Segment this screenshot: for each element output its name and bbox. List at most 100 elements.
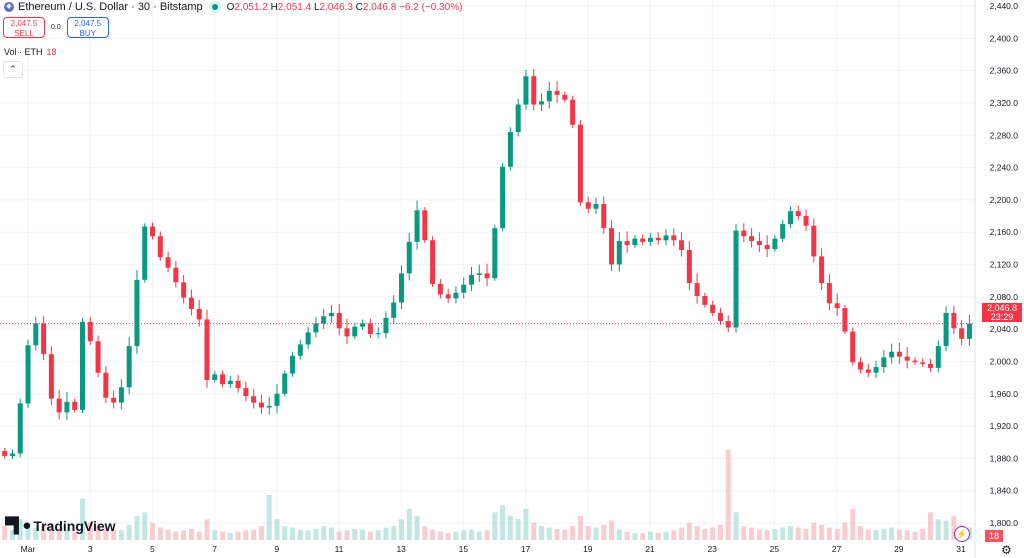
volume-bar <box>725 450 731 540</box>
candle-body <box>749 236 755 242</box>
volume-bar <box>912 531 918 540</box>
candle-body <box>663 235 669 241</box>
symbol-title[interactable]: Ethereum / U.S. Dollar · 30 · Bitstamp <box>18 1 203 13</box>
volume-bar <box>445 533 451 540</box>
volume-bar <box>321 526 327 540</box>
volume-bar <box>111 529 117 540</box>
price-tick-label: 1,880.0 <box>990 453 1019 463</box>
candle-body <box>834 303 840 309</box>
volume-bar <box>391 526 397 540</box>
candle-body <box>562 94 568 100</box>
time-tick-label: 19 <box>583 544 593 554</box>
volume-bar <box>702 528 708 540</box>
ohlc-values: O2,051.2 H2,051.4 L2,046.3 C2,046.8 −6.2… <box>226 1 463 13</box>
price-tick-label: 2,320.0 <box>990 98 1019 108</box>
candle-body <box>173 267 179 283</box>
volume-bar <box>500 505 506 540</box>
candle-body <box>430 240 436 284</box>
volume-bar <box>95 526 101 540</box>
candle-body <box>850 331 856 363</box>
buy-button[interactable]: 2,047.5 BUY <box>66 17 109 38</box>
candle-body <box>95 341 101 373</box>
symbol-legend: ◆ Ethereum / U.S. Dollar · 30 · Bitstamp… <box>4 1 462 13</box>
candle-body <box>570 99 576 125</box>
time-tick-label: 27 <box>832 544 842 554</box>
candle-body <box>453 292 459 299</box>
candle-body <box>951 312 957 329</box>
volume-bar <box>383 527 389 540</box>
volume-bar <box>142 512 148 540</box>
volume-bar <box>920 528 926 540</box>
candle-body <box>204 319 210 381</box>
lightning-icon[interactable]: ⚡ <box>954 526 970 542</box>
candle-body <box>328 312 334 317</box>
candle-body <box>157 236 163 258</box>
candle-body <box>865 369 871 373</box>
volume-bar <box>616 529 622 540</box>
price-axis[interactable]: 2,440.0 2,400.0 2,360.0 2,320.0 2,280.0 2,240… <box>990 1 1019 528</box>
volume-bar <box>943 520 949 540</box>
volume-bar <box>539 526 545 540</box>
candle-body <box>25 345 31 404</box>
candle-body <box>375 333 381 335</box>
time-tick-label: 7 <box>212 544 217 554</box>
candle-body <box>881 357 887 368</box>
volume-legend[interactable]: Vol · ETH 18 <box>4 47 57 57</box>
volume-bar <box>717 524 723 540</box>
candle-body <box>928 363 934 368</box>
volume-bar <box>819 524 825 540</box>
candle-body <box>492 228 498 279</box>
time-axis[interactable]: Mar 3 5 7 9 11 13 15 17 19 21 23 25 27 29 31 <box>21 544 966 554</box>
volume-bar <box>414 515 420 540</box>
volume-bar <box>858 526 863 540</box>
candle-body <box>826 283 832 304</box>
time-tick-label: 13 <box>396 544 406 554</box>
time-tick-label: 23 <box>707 544 717 554</box>
candle-body <box>398 273 404 303</box>
volume-bar <box>181 530 187 540</box>
volume-bar <box>9 529 15 540</box>
price-tick-label: 2,440.0 <box>990 1 1019 11</box>
settings-gear-icon[interactable]: ⚙ <box>1001 543 1012 557</box>
candle-body <box>764 245 770 250</box>
volume-bar <box>422 526 428 540</box>
volume-bar <box>795 527 801 540</box>
volume-bar <box>87 522 93 540</box>
candle-body <box>577 124 583 203</box>
volume-bar <box>803 528 809 540</box>
price-tick-label: 2,080.0 <box>990 292 1019 302</box>
candle-body <box>422 210 428 241</box>
candle-body <box>616 241 622 265</box>
candle-body <box>321 316 327 324</box>
candle-body <box>484 273 490 279</box>
volume-bar <box>282 526 288 540</box>
volume-bar <box>220 531 226 540</box>
volume-bar <box>17 519 23 540</box>
tradingview-logo[interactable]: ▀▌● TradingView <box>5 517 116 534</box>
volume-bar <box>834 528 840 540</box>
candle-body <box>17 403 23 454</box>
volume-bar <box>258 526 264 540</box>
price-tick-label: 2,000.0 <box>990 356 1019 366</box>
volume-bar <box>398 519 404 540</box>
candle-body <box>352 326 358 337</box>
candle-body <box>41 323 47 355</box>
candle-body <box>126 346 132 388</box>
candle-body <box>165 257 171 268</box>
volume-bar <box>469 529 474 540</box>
candle-body <box>212 374 218 381</box>
volume-bar <box>251 529 257 540</box>
volume-bar <box>671 530 677 540</box>
volume-bar <box>850 508 856 540</box>
candle-body <box>694 283 700 297</box>
candle-body <box>858 362 863 370</box>
volume-bar <box>686 522 692 540</box>
time-tick-label: 17 <box>521 544 531 554</box>
sell-button[interactable]: 2,047.5 SELL <box>3 17 45 38</box>
candle-body <box>297 344 303 356</box>
candle-body <box>336 312 342 329</box>
candle-body <box>383 317 389 334</box>
chevron-up-icon[interactable]: ⌃ <box>3 61 23 78</box>
candle-body <box>593 203 599 209</box>
